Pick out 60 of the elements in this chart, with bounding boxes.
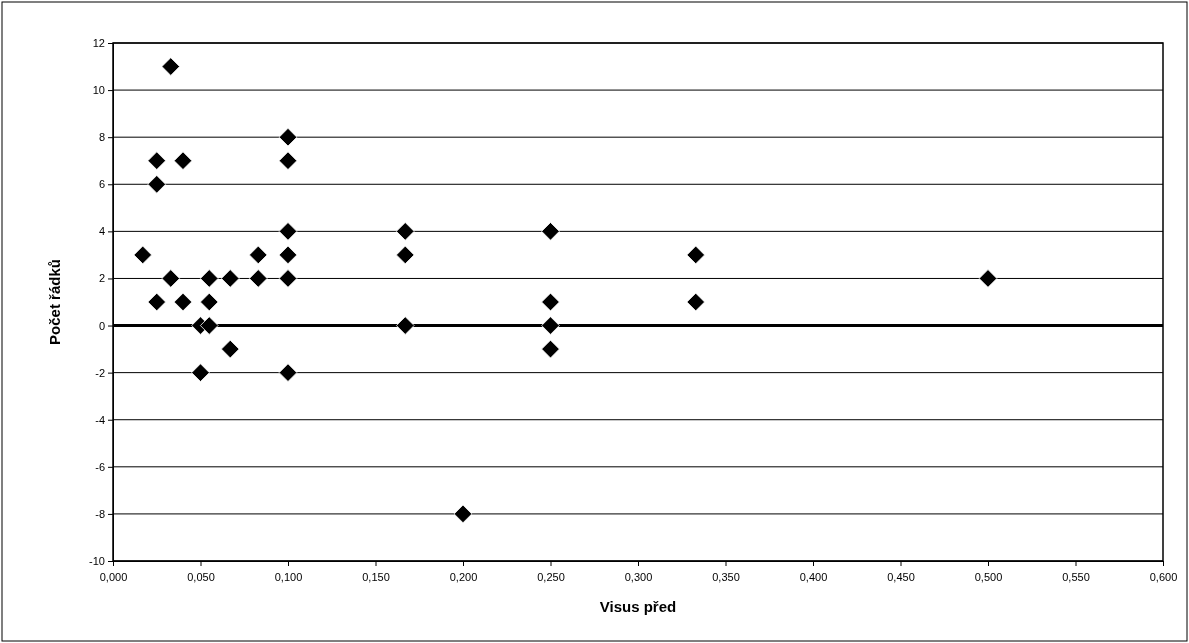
x-tick-label: 0,200 xyxy=(449,571,478,584)
x-tick-label: 0,600 xyxy=(1149,571,1178,584)
x-tick-label: 0,250 xyxy=(537,571,565,584)
point xyxy=(147,175,167,194)
point xyxy=(395,316,415,335)
y-tick-label: -2 xyxy=(95,366,105,379)
point xyxy=(133,245,153,265)
point xyxy=(395,245,415,265)
x-tick-label: 0,150 xyxy=(362,571,390,584)
x-tick-label: 0,000 xyxy=(99,571,128,584)
point xyxy=(248,245,268,265)
point xyxy=(199,292,219,312)
y-axis-title: Počet řádků xyxy=(46,259,63,345)
point xyxy=(541,222,560,241)
x-tick-label: 0,100 xyxy=(274,571,303,584)
point xyxy=(199,316,219,335)
point xyxy=(199,269,219,288)
x-tick-label: 0,400 xyxy=(799,571,828,584)
point xyxy=(541,316,560,335)
x-tick-label: 0,050 xyxy=(187,571,215,584)
point xyxy=(541,292,560,312)
point xyxy=(278,269,298,288)
x-tick-label: 0,500 xyxy=(974,571,1003,584)
point xyxy=(453,504,473,524)
y-tick-label: 2 xyxy=(98,272,105,285)
x-axis-title: Visus před xyxy=(599,598,677,615)
point xyxy=(278,151,298,170)
point xyxy=(220,339,240,359)
x-tick-label: 0,350 xyxy=(712,571,740,584)
point xyxy=(278,363,298,382)
point xyxy=(686,292,706,312)
y-tick-label: 0 xyxy=(98,319,105,332)
point xyxy=(173,151,193,170)
point xyxy=(173,292,193,312)
point xyxy=(220,269,240,288)
point xyxy=(278,127,298,147)
point xyxy=(147,151,167,170)
y-tick-label: 12 xyxy=(92,37,105,50)
point xyxy=(978,269,998,288)
x-tick-label: 0,550 xyxy=(1062,571,1090,584)
x-tick-label: 0,300 xyxy=(624,571,653,584)
y-tick-label: -8 xyxy=(95,507,105,520)
point xyxy=(395,222,415,241)
y-tick-label: 4 xyxy=(98,225,105,238)
point xyxy=(191,363,210,382)
point xyxy=(161,269,181,288)
point xyxy=(278,245,298,265)
point xyxy=(248,269,268,288)
y-tick-label: 10 xyxy=(92,84,105,97)
point xyxy=(541,339,560,359)
y-tick-label: 6 xyxy=(98,178,105,191)
y-tick-label: -4 xyxy=(95,413,105,426)
y-tick-label: -10 xyxy=(89,555,105,568)
point xyxy=(278,222,298,241)
point xyxy=(686,245,706,265)
y-tick-label: -6 xyxy=(95,460,105,473)
y-tick-label: 8 xyxy=(98,131,105,144)
point xyxy=(161,57,181,76)
x-tick-label: 0,450 xyxy=(887,571,915,584)
point xyxy=(147,292,167,312)
